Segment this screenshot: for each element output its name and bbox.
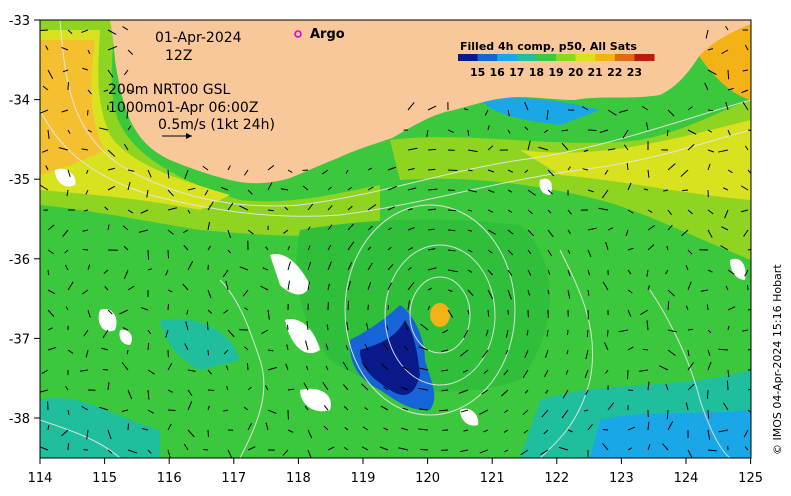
y-tick-label: -36	[9, 253, 30, 268]
x-tick-label: 125	[738, 471, 763, 486]
x-tick-label: 118	[286, 471, 311, 486]
current-vector	[707, 390, 708, 399]
colorbar-swatch	[556, 54, 576, 61]
current-vector	[708, 410, 709, 419]
y-tick-label: -33	[9, 14, 30, 29]
vector-scale-label: 0.5m/s (1kt 24h)	[158, 117, 275, 133]
colorbar-label: 18	[529, 66, 544, 79]
colorbar-swatch	[458, 54, 478, 61]
y-tick-label: -37	[9, 332, 30, 347]
colorbar-label: 19	[548, 66, 563, 79]
current-vector	[48, 270, 49, 275]
current-vector	[488, 310, 489, 316]
colorbar-title: Filled 4h comp, p50, All Sats	[460, 40, 637, 53]
current-vector	[728, 70, 729, 79]
current-vector	[747, 285, 748, 290]
current-vector	[441, 390, 448, 391]
current-vector	[727, 381, 728, 390]
current-vector	[587, 330, 588, 337]
current-vector	[448, 170, 457, 171]
current-vector	[268, 210, 274, 211]
colorbar-label: 17	[509, 66, 524, 79]
current-vector	[567, 330, 568, 335]
current-vector	[128, 424, 129, 430]
x-tick-label: 120	[415, 471, 440, 486]
colorbar-label: 20	[568, 66, 584, 79]
current-vector	[83, 249, 88, 250]
colorbar-label: 23	[627, 66, 642, 79]
x-tick-label: 121	[480, 471, 505, 486]
colorbar-swatch	[497, 54, 517, 61]
current-vector	[428, 149, 436, 150]
current-vector	[628, 390, 633, 391]
colorbar-swatch	[536, 54, 556, 61]
colorbar-label: 21	[588, 66, 603, 79]
current-vector	[168, 410, 175, 411]
current-vector	[682, 190, 688, 191]
current-vector	[287, 325, 288, 330]
current-vector	[627, 370, 628, 379]
colorbar-swatch	[595, 54, 615, 61]
x-axis: 114 115 116 117 118 119 120 121 122 123 124 125	[28, 458, 763, 486]
current-vector	[643, 349, 648, 350]
contour-line-2: 1000m01-Apr 06:00Z	[108, 100, 258, 116]
contour-line-1: 200m NRT00 GSL	[108, 82, 231, 98]
current-vector	[207, 322, 208, 330]
colorbar-label: 16	[490, 66, 506, 79]
current-vector	[303, 170, 308, 171]
current-vector	[247, 363, 248, 370]
x-tick-label: 124	[674, 471, 699, 486]
current-vector	[148, 250, 149, 260]
x-tick-label: 117	[221, 471, 246, 486]
current-vector	[420, 449, 428, 450]
y-tick-label: -34	[9, 94, 30, 109]
current-vector	[468, 130, 469, 136]
x-tick-label: 116	[157, 471, 182, 486]
current-vector	[168, 250, 169, 258]
colorbar-label: 15	[470, 66, 485, 79]
current-vector	[68, 443, 69, 450]
current-vector	[348, 301, 349, 310]
colorbar-label: 22	[607, 66, 622, 79]
colorbar-swatch	[634, 54, 654, 61]
credit-text: © IMOS 04-Apr-2024 15:16 Hobart	[771, 264, 784, 455]
current-vector	[448, 210, 456, 211]
x-tick-label: 123	[609, 471, 634, 486]
x-tick-label: 115	[92, 471, 117, 486]
current-vector	[448, 230, 455, 231]
current-vector	[208, 350, 209, 355]
colorbar-swatch	[615, 54, 635, 61]
map-time: 12Z	[165, 48, 192, 64]
colorbar-swatch	[576, 54, 596, 61]
x-tick-label: 114	[28, 471, 53, 486]
current-vector	[168, 304, 169, 310]
colorbar-swatch	[517, 54, 537, 61]
x-tick-label: 122	[544, 471, 569, 486]
x-tick-label: 119	[351, 471, 376, 486]
current-vector	[667, 130, 668, 136]
y-axis: -33 -34 -35 -36 -37 -38	[9, 14, 40, 427]
map-date: 01-Apr-2024	[155, 30, 242, 46]
current-vector	[428, 169, 435, 170]
y-tick-label: -35	[9, 173, 30, 188]
argo-label: Argo	[310, 27, 345, 42]
current-vector	[707, 304, 708, 310]
y-tick-label: -38	[9, 412, 30, 427]
current-vector	[103, 369, 108, 370]
colorbar-swatch	[478, 54, 498, 61]
current-vector	[607, 330, 608, 336]
